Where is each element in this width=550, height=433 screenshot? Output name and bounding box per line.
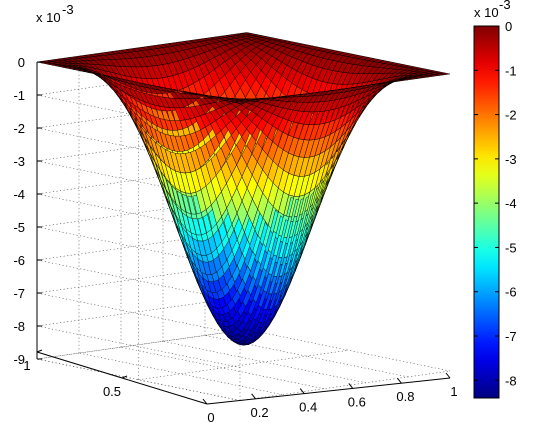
colorbar-tick-label: 0 xyxy=(505,19,512,34)
y-tick xyxy=(36,349,43,353)
z-gridline xyxy=(36,296,248,368)
z-tick-label: -7 xyxy=(13,286,25,301)
x-tick xyxy=(251,393,256,400)
x-tick xyxy=(299,388,305,394)
y-tick-label: 0.5 xyxy=(103,384,121,399)
colorbar: 0-1-2-3-4-5-6-7-8x 10-3 xyxy=(473,0,517,399)
z-gridline xyxy=(36,329,248,401)
x-tick xyxy=(202,398,208,405)
z-tick-label: -4 xyxy=(13,187,25,202)
x-tick-label: 0.8 xyxy=(396,389,414,404)
z-tick-label: -6 xyxy=(13,253,25,268)
x-tick xyxy=(445,372,451,379)
y-gridline-floor xyxy=(239,370,451,401)
axis-labels: 0-1-2-3-4-5-6-7-8-9x 10-30 0.2 0.4 0.6 0.8 10… xyxy=(13,2,457,425)
axes-front xyxy=(36,61,451,405)
z-tick-label: -5 xyxy=(13,220,25,235)
y-tick-label: 1 xyxy=(23,358,30,373)
surface-mesh xyxy=(36,32,451,346)
x-tick-label: 0.2 xyxy=(251,405,269,420)
y-gridline-floor xyxy=(138,349,349,381)
colorbar-tick-label: -8 xyxy=(505,373,517,388)
z-exponent-power: -3 xyxy=(62,2,74,17)
x-tick-label: 0 xyxy=(207,410,214,425)
z-gridline xyxy=(36,263,248,335)
x-tick xyxy=(348,383,354,389)
z-gridline xyxy=(36,197,248,269)
colorbar-exponent-power: -3 xyxy=(499,0,511,12)
x-tick xyxy=(397,377,402,384)
z-tick-label: -3 xyxy=(13,154,25,169)
y-tick xyxy=(121,375,128,379)
colorbar-tick-label: -7 xyxy=(505,329,517,344)
colorbar-tick-label: -6 xyxy=(505,285,517,300)
x-tick-label: 1 xyxy=(450,384,457,399)
x-axis-line xyxy=(206,377,451,405)
z-tick-label: -8 xyxy=(13,319,25,334)
colorbar-strip xyxy=(473,25,500,399)
z-tick-label: -1 xyxy=(13,88,25,103)
colorbar-tick-label: -4 xyxy=(505,196,517,211)
colorbar-exponent-label: x 10 xyxy=(474,5,499,20)
z-gridline xyxy=(36,230,248,302)
y-gridline-floor xyxy=(36,329,248,360)
z-tick-label: -2 xyxy=(13,121,25,136)
z-tick-label: 0 xyxy=(18,55,25,70)
x-tick-label: 0.6 xyxy=(348,394,366,409)
z-tick-label: -9 xyxy=(13,352,25,367)
x-tick-label: 0.4 xyxy=(299,400,317,415)
z-gridline xyxy=(36,164,248,236)
colorbar-tick-label: -1 xyxy=(505,63,517,78)
colorbar-tick-label: -3 xyxy=(505,152,517,167)
surface-patch xyxy=(439,72,451,75)
colorbar-tick-label: -5 xyxy=(505,240,517,255)
z-exponent-label: x 10 xyxy=(36,10,61,25)
colorbar-tick-label: -2 xyxy=(505,108,517,123)
